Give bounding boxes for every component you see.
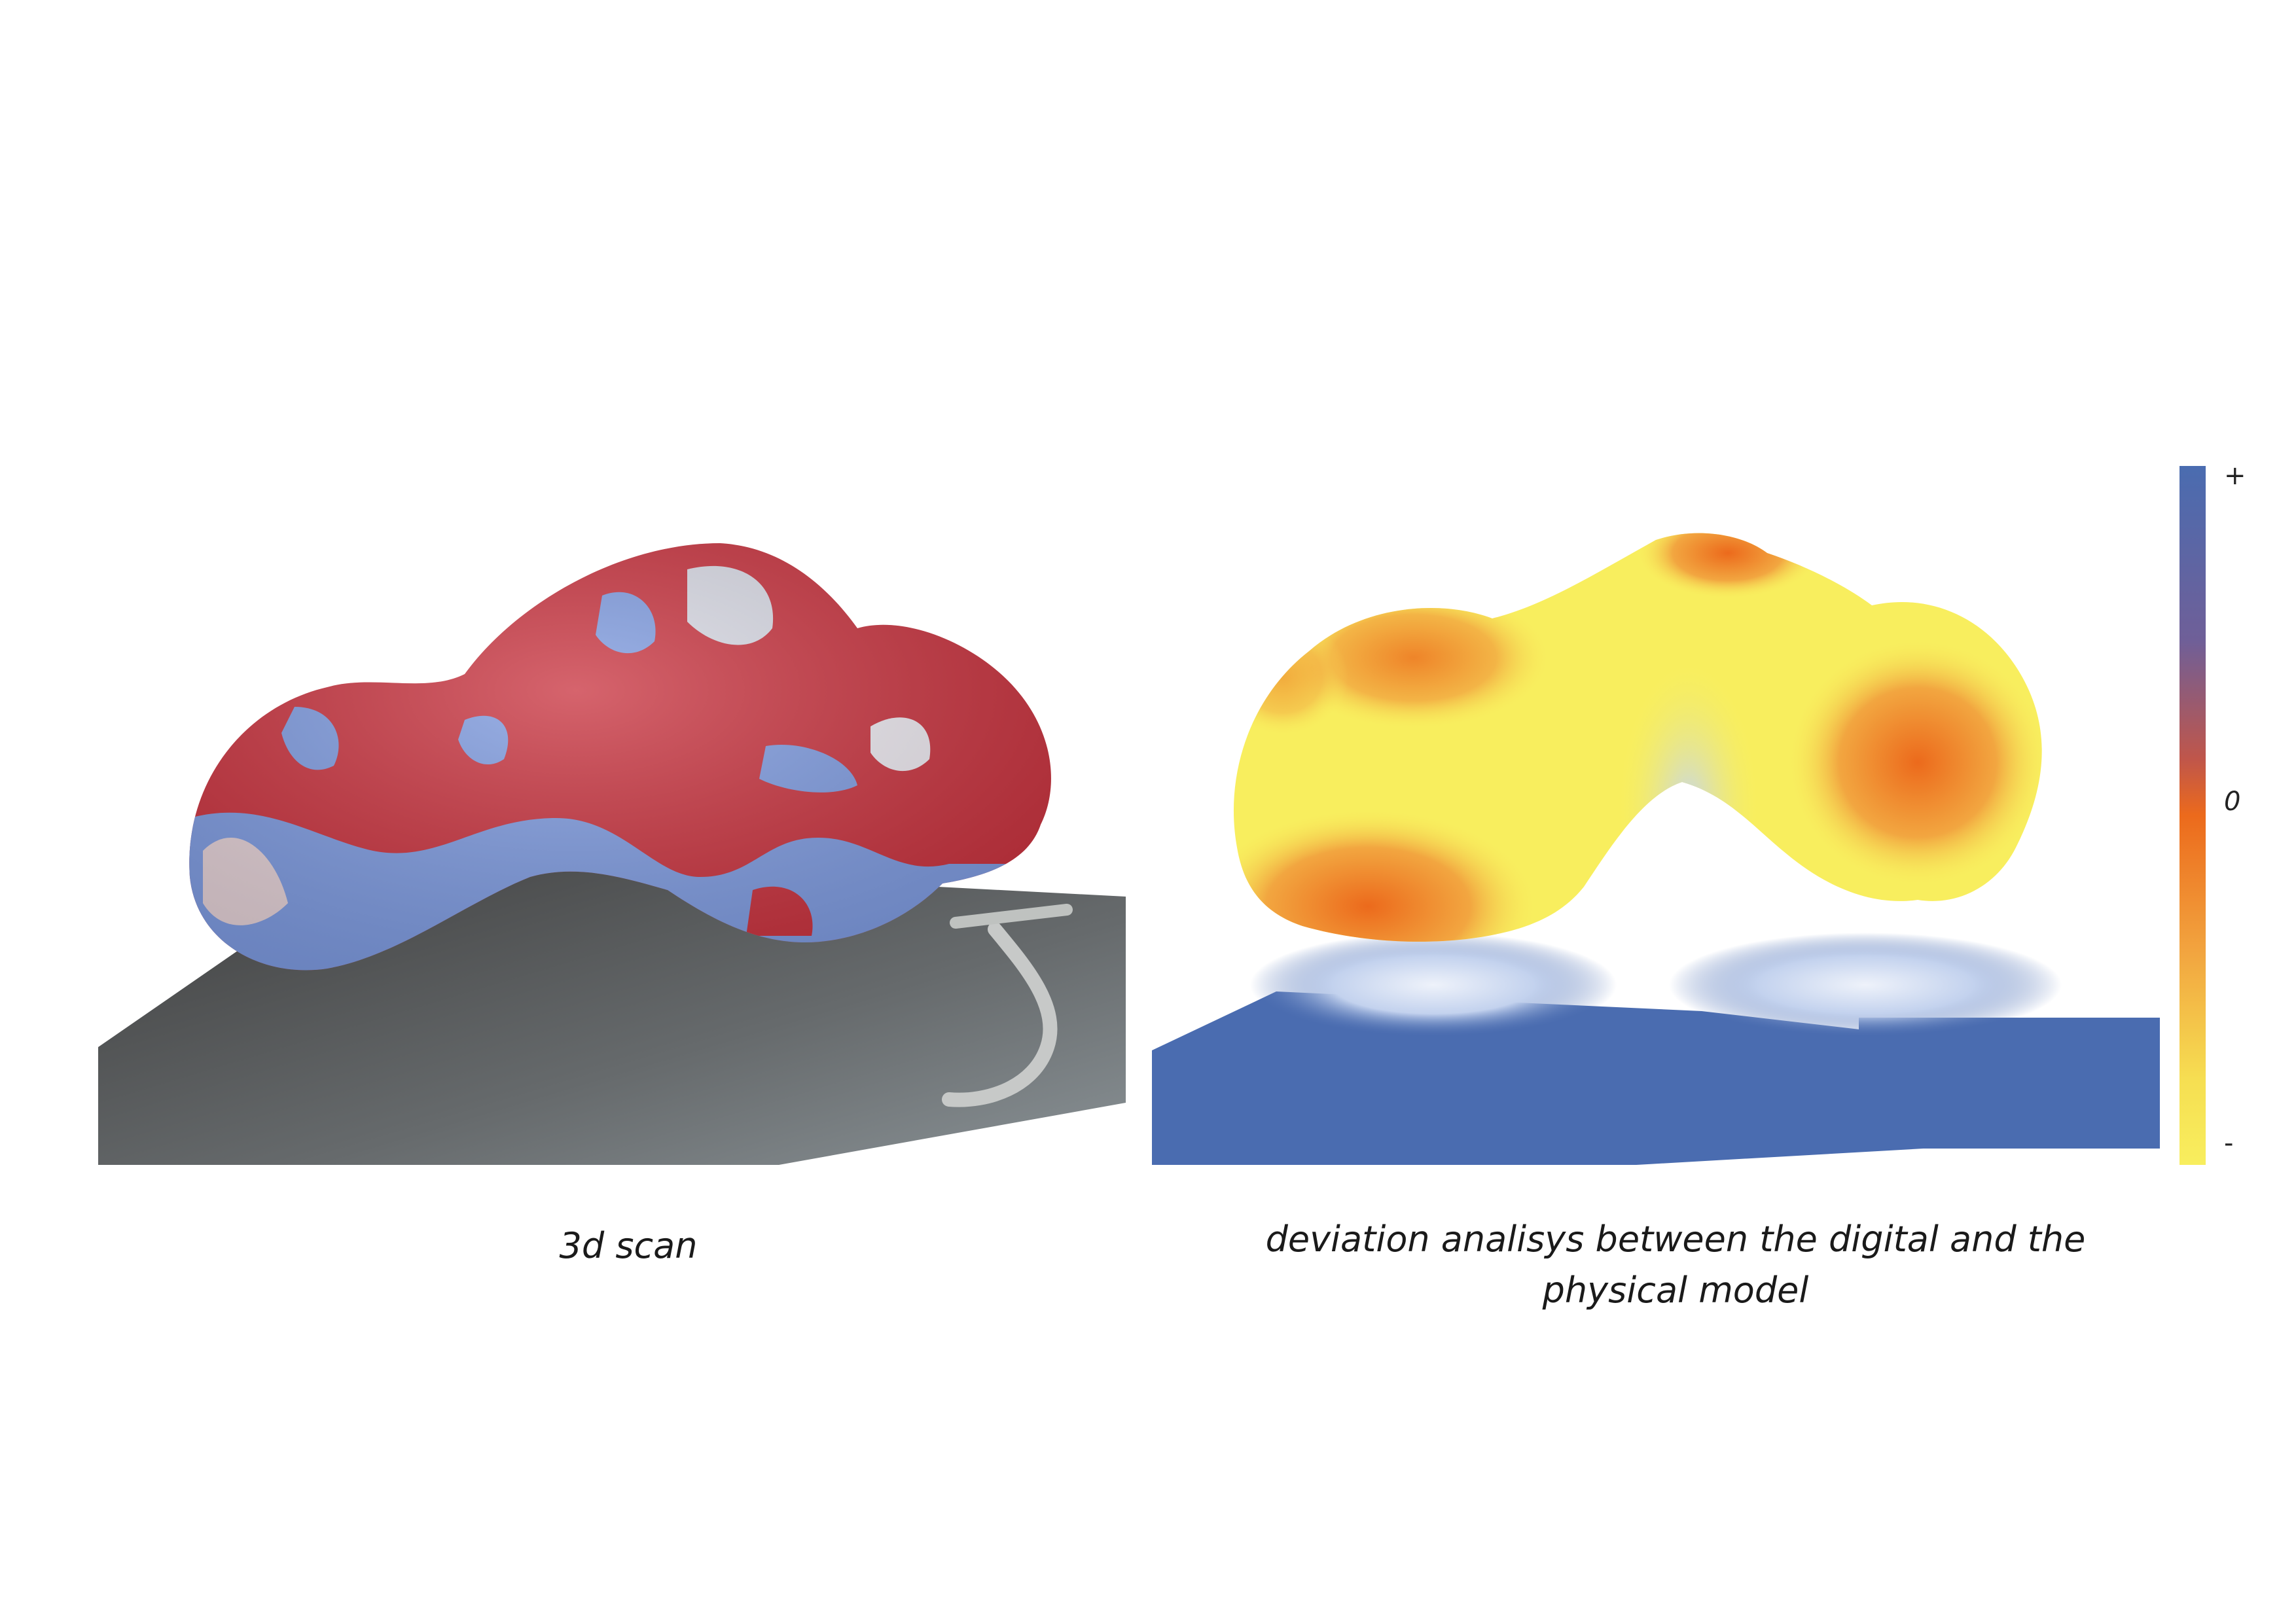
legend-color-bar	[2179, 466, 2206, 1165]
deviation-render	[1152, 533, 2160, 1165]
legend-mid-label: 0	[2224, 787, 2241, 817]
deviation-image	[1152, 481, 2173, 1165]
scan-render	[98, 543, 1126, 1165]
legend-max-label: +	[2224, 461, 2246, 491]
deviation-legend: + 0 -	[2179, 461, 2258, 1165]
scan-image	[98, 510, 1126, 1165]
scan-caption: 3d scan	[559, 1225, 698, 1266]
legend-min-label: -	[2224, 1128, 2234, 1158]
scan-pipe	[942, 922, 1058, 1107]
deviation-caption: deviation analisys between the digital a…	[1265, 1219, 2086, 1311]
